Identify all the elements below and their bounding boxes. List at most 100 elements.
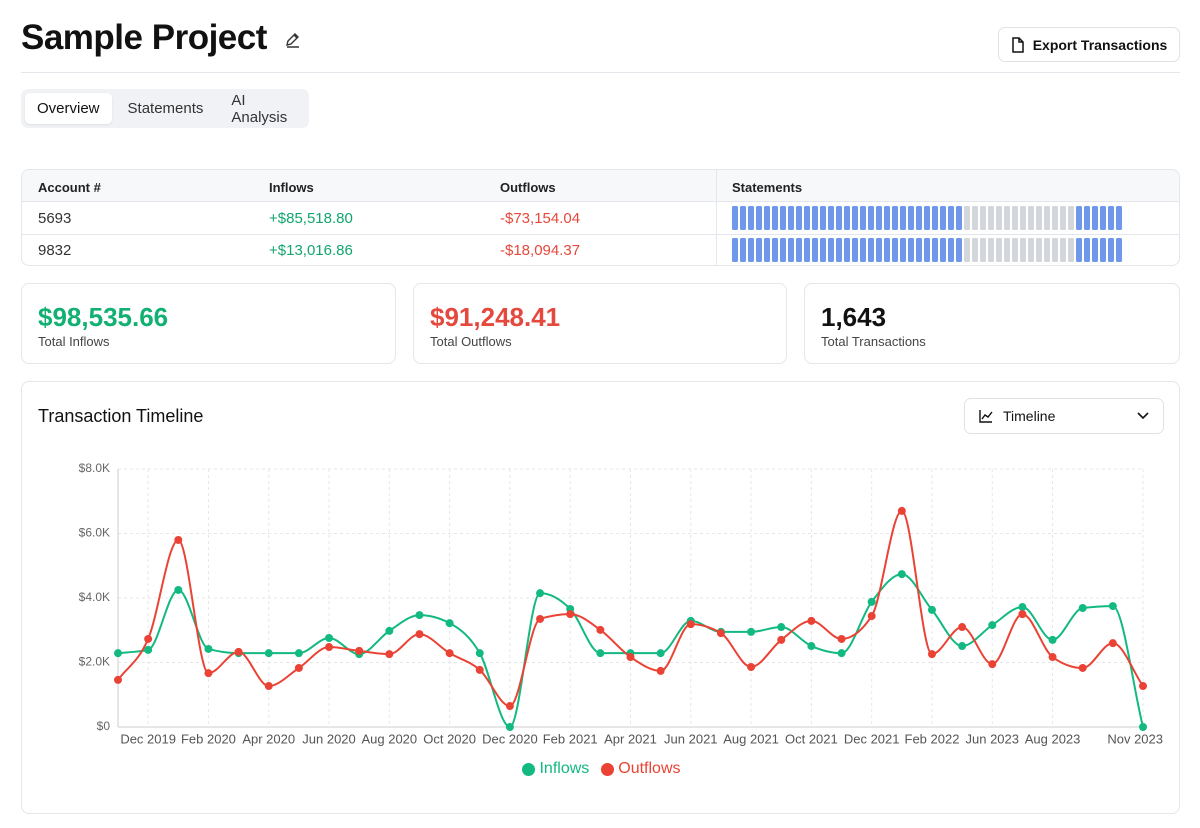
statement-bars — [732, 238, 1122, 262]
statement-bar — [844, 206, 850, 230]
tab[interactable]: Overview — [25, 93, 112, 124]
statement-bar — [820, 206, 826, 230]
statement-bar — [1100, 238, 1106, 262]
statement-bar — [796, 238, 802, 262]
statement-bar — [780, 206, 786, 230]
statement-bar — [956, 238, 962, 262]
row-divider — [22, 234, 1179, 235]
divider — [21, 72, 1180, 73]
inflow-cell: +$13,016.86 — [269, 242, 353, 259]
statement-bar — [820, 238, 826, 262]
statement-bar — [1084, 238, 1090, 262]
statement-bar — [812, 238, 818, 262]
statement-bar — [988, 206, 994, 230]
statement-bar — [1004, 206, 1010, 230]
statement-bar — [884, 206, 890, 230]
statement-bar — [732, 238, 738, 262]
statement-bar — [1012, 206, 1018, 230]
statement-bar — [972, 238, 978, 262]
outflow-cell: -$18,094.37 — [500, 242, 581, 259]
timeline-card: Transaction Timeline Timeline Inflows Out… — [21, 381, 1180, 814]
statement-bar — [980, 238, 986, 262]
statement-bar — [1076, 238, 1082, 262]
statement-bar — [964, 206, 970, 230]
statement-bar — [900, 206, 906, 230]
statement-bar — [884, 238, 890, 262]
statement-bar — [996, 206, 1002, 230]
statement-bar — [948, 206, 954, 230]
accounts-table: Account # Inflows Outflows Statements 56… — [21, 169, 1180, 266]
statement-bar — [764, 206, 770, 230]
statement-bar — [1052, 206, 1058, 230]
view-select-label: Timeline — [1003, 408, 1056, 424]
statement-bar — [764, 238, 770, 262]
statement-bar — [852, 206, 858, 230]
statement-bar — [988, 238, 994, 262]
legend-item[interactable]: Outflows — [601, 760, 681, 778]
statement-bar — [860, 206, 866, 230]
column-header: Account # — [38, 180, 101, 195]
statement-bar — [812, 206, 818, 230]
chevron-icon — [1137, 412, 1149, 420]
statement-bar — [996, 238, 1002, 262]
statement-bar — [948, 238, 954, 262]
statement-bar — [1108, 206, 1114, 230]
statement-bar — [1108, 238, 1114, 262]
statement-bar — [804, 238, 810, 262]
statement-bar — [772, 238, 778, 262]
statement-bar — [836, 238, 842, 262]
statement-bar — [844, 238, 850, 262]
statement-bar — [868, 206, 874, 230]
statement-bar — [924, 206, 930, 230]
statement-bar — [1036, 206, 1042, 230]
statement-bar — [956, 206, 962, 230]
column-header: Inflows — [269, 180, 314, 195]
statement-bar — [788, 206, 794, 230]
statement-bar — [796, 206, 802, 230]
legend-label: Inflows — [539, 760, 590, 777]
statement-bar — [900, 238, 906, 262]
statement-bar — [1068, 238, 1074, 262]
view-select[interactable]: Timeline — [964, 398, 1164, 434]
statement-bar — [940, 238, 946, 262]
statement-bar — [804, 206, 810, 230]
statement-bar — [740, 238, 746, 262]
stat-label: Total Transactions — [821, 334, 926, 349]
stat-label: Total Outflows — [430, 334, 512, 349]
legend-dot — [601, 762, 615, 776]
statement-bar — [1092, 206, 1098, 230]
statement-bar — [780, 238, 786, 262]
column-header: Statements — [732, 180, 803, 195]
tab[interactable]: Statements — [127, 100, 204, 117]
legend-item[interactable]: Inflows — [522, 760, 589, 778]
statement-bar — [732, 206, 738, 230]
statement-bar — [788, 238, 794, 262]
legend-dot — [522, 762, 536, 776]
statement-bar — [740, 206, 746, 230]
statement-bar — [876, 206, 882, 230]
project-title: Sample Project — [21, 18, 267, 57]
export-label: Export Transactions — [1032, 36, 1168, 53]
statement-bar — [916, 238, 922, 262]
statement-bar — [1060, 238, 1066, 262]
statement-bar — [916, 206, 922, 230]
export-button[interactable]: Export Transactions — [998, 27, 1180, 62]
stat-label: Total Inflows — [38, 334, 110, 349]
statement-bar — [1084, 206, 1090, 230]
statement-bar — [1012, 238, 1018, 262]
statement-bar — [908, 206, 914, 230]
statement-bar — [836, 206, 842, 230]
account-number: 5693 — [38, 210, 72, 227]
statement-bar — [868, 238, 874, 262]
statement-bar — [892, 206, 898, 230]
statement-bar — [980, 206, 986, 230]
chart-icon — [979, 410, 993, 423]
statement-bar — [1052, 238, 1058, 262]
statement-bar — [828, 238, 834, 262]
edit-icon[interactable] — [284, 31, 302, 49]
stat-value: $91,248.41 — [430, 302, 561, 332]
statement-bar — [1100, 206, 1106, 230]
tab[interactable]: AI Analysis — [231, 91, 288, 126]
